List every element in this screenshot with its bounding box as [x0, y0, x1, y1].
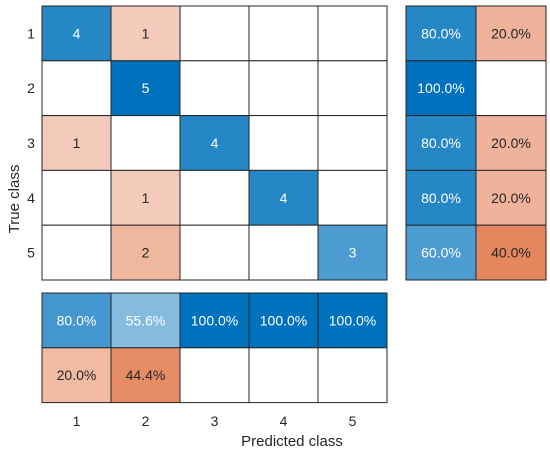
matrix-cell	[248, 224, 319, 281]
matrix-cell	[248, 115, 319, 171]
column-summary-correct-value: 100.0%	[191, 312, 238, 328]
matrix-cell-value: 5	[142, 80, 150, 96]
column-summary-incorrect-cell	[248, 347, 319, 404]
matrix-cell-value: 4	[211, 135, 219, 151]
column-summary-correct-value: 100.0%	[329, 312, 376, 328]
matrix-cell	[248, 5, 319, 62]
column-summary-correct-value: 100.0%	[260, 312, 307, 328]
matrix-cell	[317, 224, 388, 281]
x-tick-label: 4	[280, 413, 288, 429]
tick-labels: 1 1 2 2 3 3 4 4 5 5	[27, 25, 357, 429]
matrix-cell	[110, 224, 181, 281]
row-summary-incorrect-cell	[475, 5, 547, 62]
y-tick-label: 3	[27, 135, 35, 151]
matrix-cell	[317, 115, 388, 171]
row-summary-correct-value: 100.0%	[417, 80, 464, 96]
matrix-cells: 4 1 5 1 4 1 4 2 3	[41, 5, 388, 281]
matrix-cell	[179, 224, 250, 281]
matrix-cell	[110, 169, 181, 226]
matrix-cell	[179, 5, 250, 62]
row-summary-incorrect-value: 20.0%	[491, 135, 531, 151]
matrix-cell	[41, 224, 112, 281]
matrix-cell-value: 1	[142, 25, 150, 41]
y-tick-label: 4	[27, 190, 35, 206]
x-tick-label: 2	[142, 413, 150, 429]
matrix-cell	[179, 169, 250, 226]
column-summary-incorrect-cell	[110, 347, 181, 404]
column-summary-incorrect-cell	[179, 347, 250, 404]
row-summary-incorrect-cell	[475, 60, 547, 117]
matrix-cell	[41, 60, 112, 117]
matrix-cell-value: 1	[73, 135, 81, 151]
column-summary-incorrect-value: 44.4%	[126, 367, 166, 383]
row-summary-correct-value: 80.0%	[421, 135, 461, 151]
x-tick-label: 3	[211, 413, 219, 429]
column-summary-incorrect-cell	[317, 347, 388, 404]
row-summary-correct-value: 60.0%	[421, 245, 461, 261]
y-axis-label: True class	[6, 165, 23, 234]
matrix-cell	[248, 60, 319, 117]
column-summary-incorrect-value: 20.0%	[57, 367, 97, 383]
matrix-cell	[41, 5, 112, 62]
y-tick-label: 1	[27, 25, 35, 41]
x-tick-label: 5	[349, 413, 357, 429]
matrix-cell-value: 1	[142, 190, 150, 206]
row-summary-correct-cell	[405, 60, 477, 117]
matrix-cell-value: 3	[349, 245, 357, 261]
column-summary-correct-value: 55.6%	[126, 312, 166, 328]
row-summary-correct-cell	[405, 5, 477, 62]
row-summary-cells: 80.0% 20.0% 100.0% 80.0% 20.0% 80.0% 20.0% 60.0…	[405, 5, 547, 281]
row-summary-correct-value: 80.0%	[421, 190, 461, 206]
x-axis-label: Predicted class	[241, 433, 343, 450]
row-summary-incorrect-cell	[475, 169, 547, 226]
matrix-cell	[317, 60, 388, 117]
row-summary-incorrect-value: 20.0%	[491, 25, 531, 41]
column-summary-correct-cell	[110, 292, 181, 349]
x-tick-label: 1	[73, 413, 81, 429]
matrix-cell	[41, 169, 112, 226]
column-summary-cells: 80.0% 20.0% 55.6% 44.4% 100.0% 100.0% 100.0%	[41, 292, 388, 404]
row-summary-incorrect-value: 40.0%	[491, 245, 531, 261]
matrix-cell	[110, 115, 181, 171]
matrix-cell	[317, 169, 388, 226]
column-summary-correct-cell	[179, 292, 250, 349]
row-summary-correct-cell	[405, 224, 477, 281]
column-summary-correct-value: 80.0%	[57, 312, 97, 328]
column-summary-correct-cell	[41, 292, 112, 349]
row-summary-incorrect-cell	[475, 224, 547, 281]
column-summary-incorrect-cell	[41, 347, 112, 404]
column-summary-correct-cell	[317, 292, 388, 349]
matrix-cell-value: 4	[73, 25, 81, 41]
matrix-cell-value: 2	[142, 245, 150, 261]
matrix-cell	[179, 60, 250, 117]
row-summary-correct-value: 80.0%	[421, 25, 461, 41]
y-tick-label: 2	[27, 80, 35, 96]
matrix-cell-value: 4	[280, 190, 288, 206]
row-summary-incorrect-value: 20.0%	[491, 190, 531, 206]
matrix-cell	[317, 5, 388, 62]
y-tick-label: 5	[27, 245, 35, 261]
row-summary-incorrect-cell	[475, 115, 547, 171]
matrix-cell	[110, 60, 181, 117]
matrix-cell	[110, 5, 181, 62]
